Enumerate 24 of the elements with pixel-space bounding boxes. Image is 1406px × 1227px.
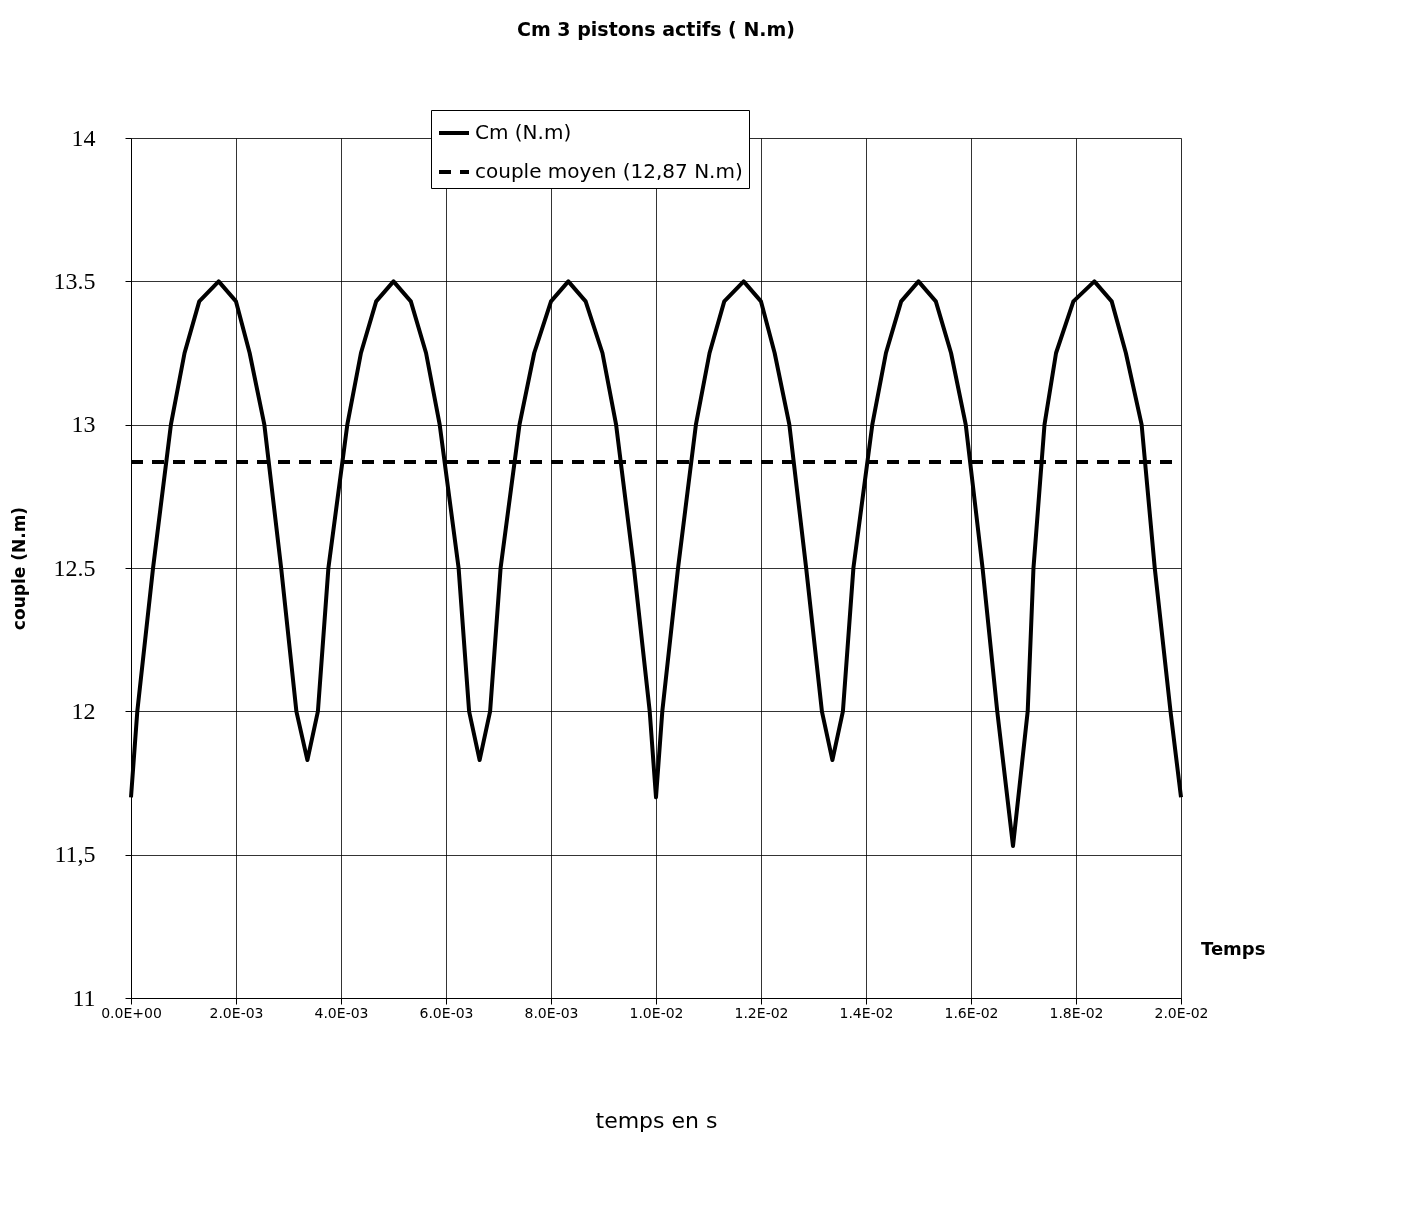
x-tick-label: 1.8E-02 — [1049, 1004, 1104, 1021]
y-tick-label: 12.5 — [53, 554, 96, 581]
x-tick-label: 1.2E-02 — [734, 1004, 789, 1021]
x-tick-label: 8.0E-03 — [524, 1004, 579, 1021]
x-tick-label: 1.4E-02 — [839, 1004, 894, 1021]
y-tick-label: 11,5 — [54, 841, 96, 868]
x-tick-label: 1.6E-02 — [944, 1004, 999, 1021]
x-tick-label: 2.0E-03 — [209, 1004, 264, 1021]
y-tick-label: 14 — [71, 124, 96, 151]
text: Temps — [1201, 938, 1266, 959]
legend-label: couple moyen (12,87 N.m) — [475, 159, 743, 183]
x-axis-title: temps en s — [595, 1107, 718, 1133]
legend-label: Cm (N.m) — [475, 120, 572, 144]
x-tick-label: 6.0E-03 — [419, 1004, 474, 1021]
x-tick-label: 4.0E-03 — [314, 1004, 369, 1021]
y-tick-label: 13.5 — [53, 267, 96, 294]
x-tick-label: 1.0E-02 — [629, 1004, 684, 1021]
x-tick-label: 0.0E+00 — [101, 1004, 162, 1021]
y-tick-label: 12 — [71, 697, 96, 724]
y-tick-label: 11 — [72, 984, 96, 1011]
y-axis-title: couple (N.m) — [8, 506, 29, 631]
x-tick-label: 2.0E-02 — [1154, 1004, 1209, 1021]
y-tick-label: 13 — [71, 411, 96, 438]
chart-title: Cm 3 pistons actifs ( N.m) — [517, 17, 795, 40]
